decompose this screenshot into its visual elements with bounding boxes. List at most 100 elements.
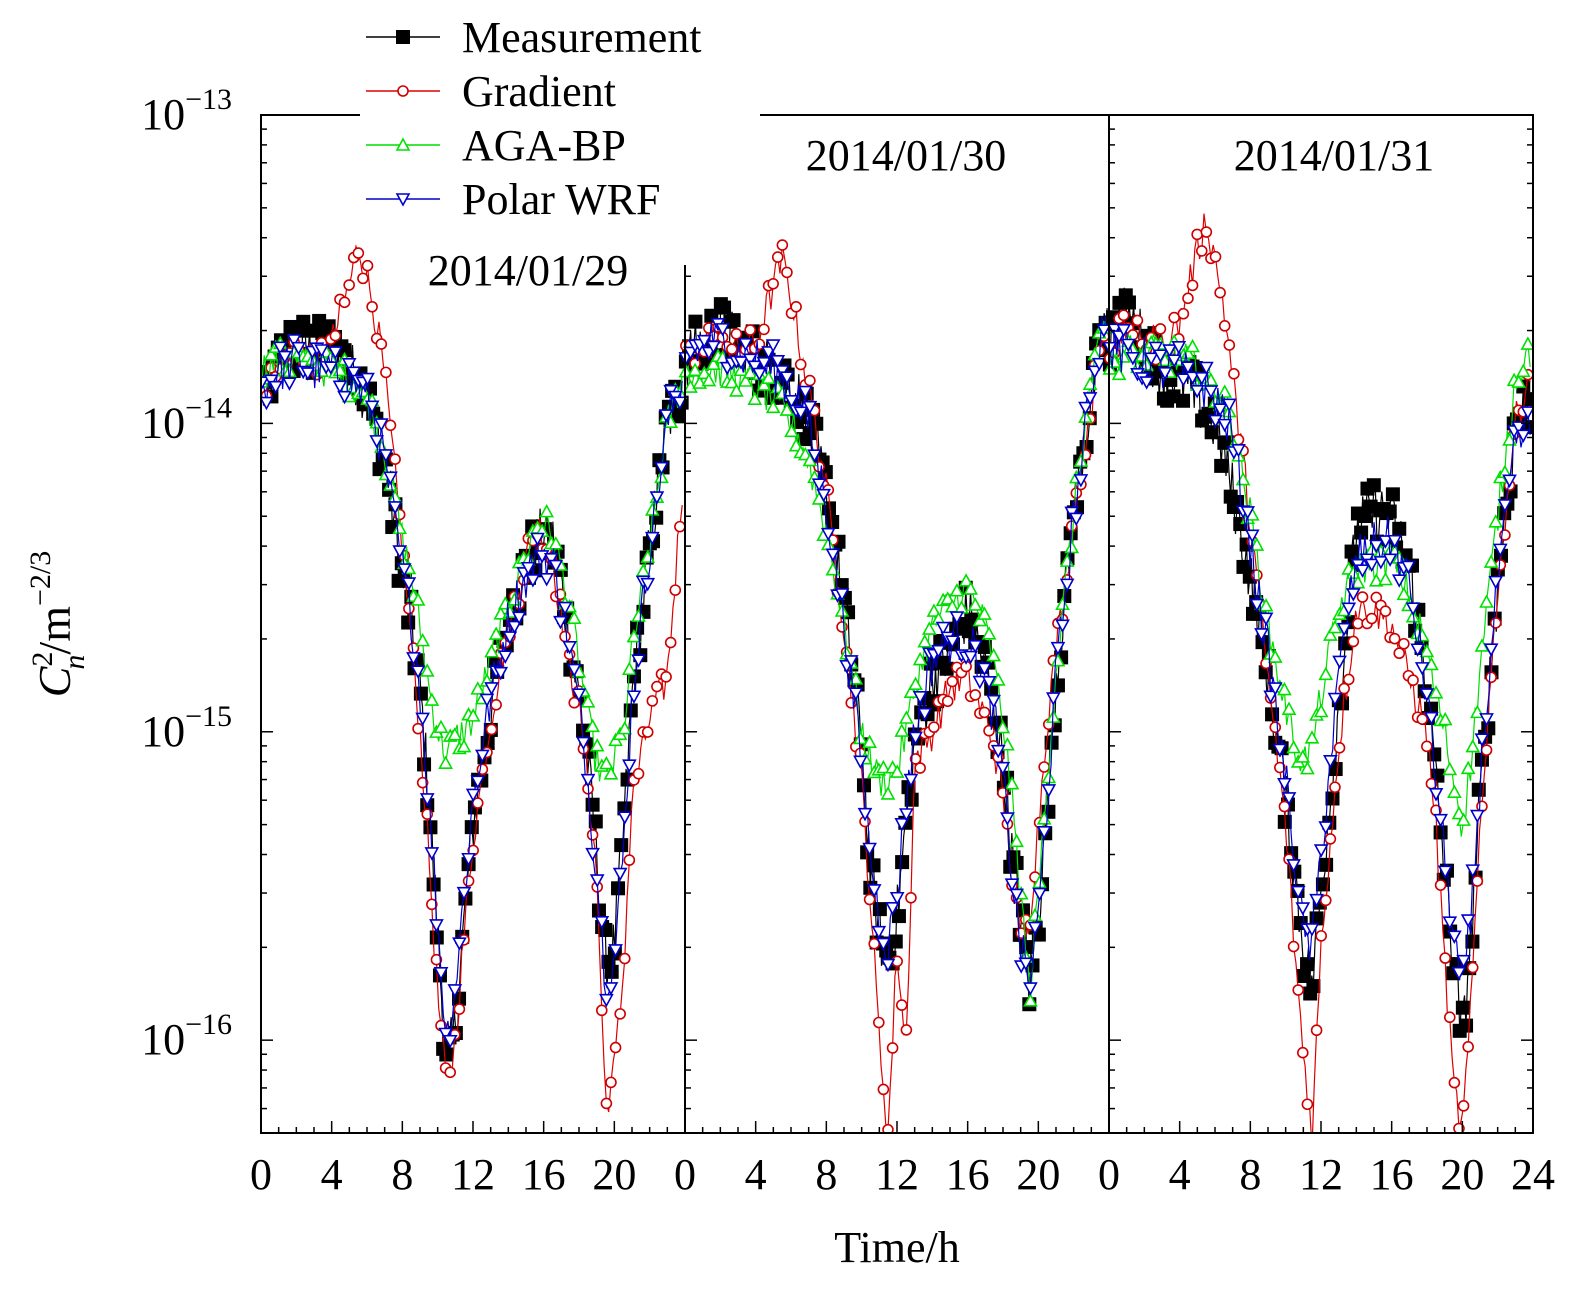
data-point <box>894 723 910 737</box>
data-point <box>1214 458 1229 473</box>
data-point <box>917 634 933 648</box>
data-point <box>1004 878 1020 892</box>
panel-3 <box>1102 213 1533 1133</box>
data-point <box>1050 641 1066 656</box>
series-polar-wrf <box>261 334 688 1049</box>
y-tick-base: 10 <box>141 1015 185 1064</box>
data-point <box>770 355 786 369</box>
data-point <box>1209 250 1222 263</box>
data-point <box>1379 605 1392 617</box>
data-point <box>1325 791 1340 806</box>
data-point <box>1434 879 1447 891</box>
data-point <box>1460 914 1476 928</box>
data-point <box>872 902 887 917</box>
data-point <box>332 380 348 394</box>
data-point <box>926 603 942 617</box>
data-point <box>1055 596 1070 611</box>
data-point <box>742 353 758 367</box>
data-point <box>1208 414 1223 429</box>
data-point <box>1443 1011 1456 1024</box>
data-point <box>1442 916 1458 930</box>
data-point <box>1073 474 1089 488</box>
x-tick-label: 16 <box>946 1150 990 1199</box>
data-point <box>1465 934 1480 949</box>
data-point <box>1249 598 1265 613</box>
data-point <box>352 247 365 259</box>
plot-clipped <box>261 213 1533 1133</box>
data-point <box>1366 478 1381 493</box>
data-point <box>453 1003 466 1015</box>
data-point <box>1448 1076 1461 1089</box>
data-point <box>1046 692 1061 706</box>
data-point <box>1479 713 1494 727</box>
y-tick-label: 10−13 <box>141 83 232 139</box>
data-point <box>462 875 475 887</box>
data-point <box>1387 534 1403 549</box>
data-point <box>401 577 417 591</box>
data-point <box>1267 682 1283 696</box>
data-point <box>1082 392 1098 406</box>
data-point <box>1520 406 1533 420</box>
data-point <box>1396 586 1412 601</box>
data-point <box>282 377 297 391</box>
data-point <box>1497 499 1513 513</box>
data-point <box>1329 781 1341 794</box>
data-point <box>820 527 836 542</box>
data-point <box>1300 760 1315 775</box>
data-point <box>387 501 403 515</box>
data-point <box>1392 521 1407 536</box>
data-point <box>949 611 965 625</box>
data-point <box>465 708 481 722</box>
data-point <box>983 724 995 737</box>
data-point <box>802 452 818 467</box>
data-point <box>452 937 467 951</box>
panel-label: 2014/01/29 <box>428 246 628 295</box>
data-point <box>1327 619 1343 634</box>
data-point <box>1457 1100 1470 1112</box>
x-tick-label: 12 <box>451 1150 495 1199</box>
data-point <box>921 621 937 635</box>
data-point <box>1217 384 1233 398</box>
data-point <box>1153 349 1168 363</box>
data-point <box>1488 514 1504 528</box>
y-tick-exponent: −14 <box>185 391 232 424</box>
data-point <box>654 461 669 476</box>
data-point <box>715 323 730 337</box>
data-point <box>392 520 408 535</box>
data-point <box>511 611 527 625</box>
data-point <box>364 400 380 415</box>
data-point <box>585 847 600 862</box>
data-point <box>1447 930 1462 944</box>
data-point <box>1162 344 1177 358</box>
panel-label: 2014/01/30 <box>806 131 1006 180</box>
data-point <box>981 626 997 640</box>
data-point <box>1277 681 1292 696</box>
data-point <box>1176 393 1191 408</box>
data-point <box>599 993 614 1008</box>
data-point <box>1286 739 1301 754</box>
data-point <box>990 744 1006 759</box>
data-point <box>1041 784 1057 798</box>
data-point <box>1274 761 1286 774</box>
data-point <box>1515 429 1531 443</box>
y-tick-label: 10−15 <box>141 700 232 756</box>
panel-1 <box>261 244 689 1113</box>
data-point <box>784 395 799 409</box>
panel-2 <box>678 239 1113 1133</box>
data-point <box>447 984 463 998</box>
data-point <box>612 867 628 882</box>
data-point <box>338 296 351 309</box>
data-point <box>1350 574 1366 589</box>
data-point <box>1217 418 1233 433</box>
data-point <box>562 640 577 655</box>
data-point <box>383 471 398 486</box>
data-point <box>1185 338 1200 353</box>
data-point <box>790 300 802 313</box>
data-point <box>1157 366 1173 381</box>
data-point <box>548 536 564 550</box>
data-point <box>1117 309 1130 322</box>
data-point <box>426 898 438 911</box>
data-point <box>543 553 559 567</box>
data-point <box>809 416 824 431</box>
y-tick-base: 10 <box>141 398 185 447</box>
